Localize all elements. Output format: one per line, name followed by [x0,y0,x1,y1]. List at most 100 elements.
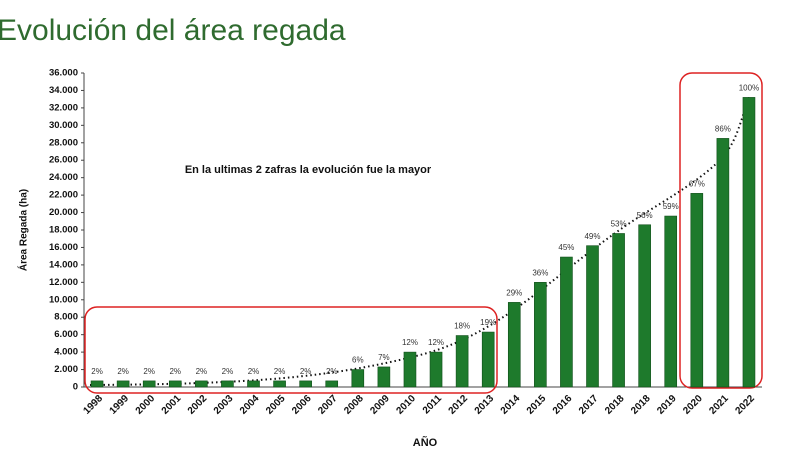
y-tick-label: 8.000 [54,312,78,323]
x-tick-label: 2013 [473,393,497,417]
bar [429,351,443,388]
x-tick-label: 2003 [212,393,236,417]
percent-label: 2% [326,367,338,376]
y-tick-label: 26.000 [49,155,78,166]
x-tick-label: 2007 [316,393,340,417]
bar [142,380,156,388]
x-tick-label: 1999 [108,393,132,417]
bar [716,138,730,388]
percent-label: 7% [378,353,390,362]
percent-label: 2% [248,367,260,376]
x-tick-label: 2022 [733,393,757,417]
x-tick-label: 2002 [186,393,210,417]
bar [534,282,547,388]
percent-label: 2% [169,367,181,376]
bar [638,224,651,388]
x-tick-label: 2006 [290,393,314,417]
x-tick-label: 1998 [82,393,106,417]
percent-label: 2% [196,367,208,376]
x-tick-label: 2014 [499,393,523,417]
y-tick-label: 34.000 [49,85,78,96]
bar [742,97,756,388]
percent-label: 100% [739,84,759,93]
percent-label: 53% [611,220,627,229]
percent-label: 45% [558,243,574,252]
bar [90,380,104,388]
bar [455,335,469,388]
y-tick-label: 16.000 [49,242,78,253]
percent-label: 19% [480,318,496,327]
y-tick-label: 4.000 [54,347,78,358]
x-tick-label: 2012 [447,393,471,417]
y-tick-label: 22.000 [49,190,78,201]
y-tick-label: 14.000 [49,259,78,270]
y-tick-label: 32.000 [49,102,78,113]
bar [247,380,260,388]
bar [612,233,625,388]
y-tick-label: 6.000 [54,329,78,340]
percent-label: 67% [689,179,705,188]
bar [586,245,599,388]
bar [481,331,495,388]
percent-label: 6% [352,356,364,365]
highlight-box [679,72,763,389]
bar [664,215,678,388]
x-tick-label: 2018 [629,393,653,417]
percent-label: 36% [532,268,548,277]
bar [690,193,704,388]
x-tick-label: 2017 [577,393,601,417]
x-tick-label: 2010 [394,393,418,417]
y-tick-label: 30.000 [49,120,78,131]
x-tick-label: 2016 [551,393,575,417]
y-tick-label: 10.000 [49,294,78,305]
x-tick-label: 2005 [264,393,288,417]
y-tick-label: 2.000 [54,364,78,375]
bar [195,380,208,388]
x-tick-label: 2001 [160,393,184,417]
bar [377,366,391,388]
highlight-box [84,306,498,394]
y-tick-label: 20.000 [49,207,78,218]
x-axis-label: AÑO [413,436,438,449]
bar [116,380,130,388]
bar [351,369,365,388]
percent-label: 2% [143,367,155,376]
percent-label: 2% [300,367,312,376]
y-tick-label: 12.000 [49,277,78,288]
chart-title: Evolución del área regada [0,14,346,47]
x-tick-label: 2009 [368,393,392,417]
x-tick-label: 2019 [655,393,679,417]
y-tick-label: 28.000 [49,137,78,148]
bar [168,380,182,388]
y-tick-label: 0 [73,382,78,393]
percent-label: 86% [715,125,731,134]
bar [273,380,286,388]
percent-label: 29% [506,289,522,298]
percent-label: 2% [222,367,234,376]
y-tick-label: 36.000 [49,68,78,79]
bar [221,380,234,388]
y-axis-label: Área Regada (ha) [17,189,30,271]
percent-label: 2% [91,367,103,376]
trend-line [89,94,751,386]
bar [299,380,312,388]
bar [560,256,573,388]
percent-label: 12% [402,338,418,347]
x-tick-label: 2021 [707,393,731,417]
x-tick-label: 2008 [342,393,366,417]
percent-label: 2% [117,367,129,376]
x-tick-label: 2020 [681,393,705,417]
x-tick-label: 2011 [421,393,444,416]
bar [507,302,521,388]
percent-label: 56% [637,211,653,220]
y-tick-label: 18.000 [49,225,78,236]
percent-label: 59% [663,202,679,211]
percent-label: 18% [454,322,470,331]
percent-label: 12% [428,338,444,347]
x-tick-label: 2018 [603,393,627,417]
annotation: En la ultimas 2 zafras la evolución fue … [185,164,432,176]
y-tick-label: 24.000 [49,172,78,183]
bar [325,380,339,388]
percent-label: 49% [584,232,600,241]
